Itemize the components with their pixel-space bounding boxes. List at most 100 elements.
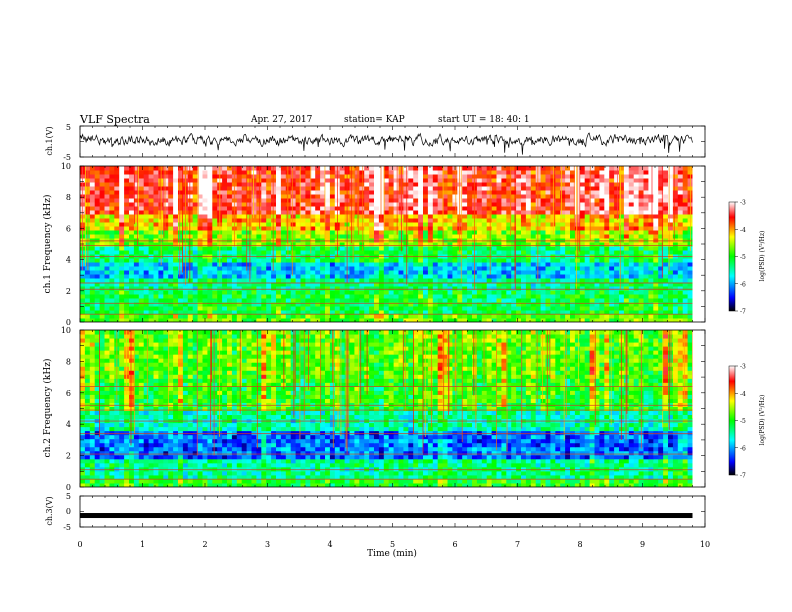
- ch1-spectrogram-cell: [462, 210, 468, 215]
- ch1-spectrogram-cell: [138, 290, 145, 295]
- ch1-spectrogram-cell: [633, 194, 640, 199]
- ch1-spectrogram-cell: [462, 178, 468, 183]
- ch1-spectrogram-cell: [653, 166, 659, 171]
- ch1-spectrogram-cell: [432, 210, 439, 215]
- ch1-spectrogram-cell: [148, 198, 154, 203]
- ch1-spectrogram-cell: [192, 266, 199, 271]
- ch1-spectrogram-cell: [658, 238, 664, 243]
- ch1-spectrogram-cell: [334, 306, 341, 311]
- ch1-spectrogram-cell: [104, 310, 110, 315]
- ch1-spectrogram-cell: [202, 238, 208, 243]
- ch1-spectrogram-cell: [506, 242, 512, 247]
- ch1-spectrogram-cell: [305, 194, 311, 199]
- ch1-spectrogram-cell: [202, 182, 208, 187]
- ch1-spectrogram-cell: [187, 306, 194, 311]
- ch1-spectrogram-cell: [609, 262, 615, 267]
- ch1-spectrogram-cell: [481, 242, 488, 247]
- ch1-spectrogram-cell: [320, 190, 326, 195]
- ch1-spectrogram-cell: [124, 282, 130, 287]
- ch1-spectrogram-cell: [677, 274, 684, 279]
- ch1-spectrogram-cell: [491, 266, 497, 271]
- ch1-spectrogram-cell: [178, 310, 184, 315]
- ch1-spectrogram-cell: [418, 286, 424, 291]
- ch1-spectrogram-cell: [383, 190, 390, 195]
- ch1-spectrogram-cell: [364, 266, 370, 271]
- ch1-spectrogram-cell: [143, 298, 150, 303]
- ch1-spectrogram-cell: [241, 202, 248, 207]
- ch1-spectrogram-cell: [525, 274, 532, 279]
- ch1-spectrogram-cell: [251, 198, 257, 203]
- ch1-spectrogram-cell: [574, 314, 581, 319]
- ch1-spectrogram-cell: [178, 222, 184, 227]
- ch1-spectrogram-cell: [682, 166, 689, 171]
- ch1-spectrogram-cell: [423, 302, 429, 307]
- ch1-spectrogram-cell: [256, 290, 262, 295]
- ch1-spectrogram-cell: [413, 290, 419, 295]
- ch1-spectrogram-cell: [329, 310, 336, 315]
- ch1-spectrogram-cell: [452, 234, 458, 239]
- ch1-spectrogram-cell: [266, 246, 272, 251]
- ch1-spectrogram-cell: [594, 198, 600, 203]
- ch1-spectrogram-cell: [329, 286, 336, 291]
- ch1-spectrogram-cell: [516, 270, 522, 275]
- ch1-spectrogram-cell: [584, 170, 591, 175]
- ch1-spectrogram-cell: [535, 174, 542, 179]
- ch1-spectrogram-cell: [521, 302, 527, 307]
- ch1-spectrogram-cell: [447, 194, 453, 199]
- ch1-spectrogram-cell: [300, 250, 306, 255]
- ch1-spectrogram-cell: [310, 182, 316, 187]
- ch1-spectrogram-cell: [187, 210, 194, 215]
- ch1-spectrogram-cell: [383, 174, 390, 179]
- ch1-spectrogram-cell: [668, 274, 674, 279]
- ch1-spectrogram-cell: [315, 290, 321, 295]
- ch1-spectrogram-cell: [84, 286, 91, 291]
- ch1-spectrogram-cell: [501, 278, 507, 283]
- ch1-spectrogram-cell: [653, 194, 659, 199]
- ch1-spectrogram-cell: [628, 310, 635, 315]
- ch1-spectrogram-cell: [178, 178, 184, 183]
- ch1-spectrogram-cell: [207, 234, 213, 239]
- ch1-spectrogram-cell: [109, 238, 115, 243]
- ch1-spectrogram-cell: [511, 238, 517, 243]
- ch1-spectrogram-cell: [432, 250, 439, 255]
- ch1-spectrogram-cell: [383, 234, 390, 239]
- ch1-spectrogram-cell: [511, 266, 517, 271]
- ch1-spectrogram-cell: [285, 286, 292, 291]
- ch1-spectrogram-cell: [628, 234, 635, 239]
- ch1-spectrogram-cell: [550, 298, 556, 303]
- ch1-spectrogram-cell: [628, 302, 635, 307]
- ch1-spectrogram-cell: [442, 210, 448, 215]
- ch1-spectrogram-cell: [413, 302, 419, 307]
- ch1-spectrogram-cell: [143, 194, 150, 199]
- ch1-spectrogram-cell: [579, 266, 586, 271]
- ch1-spectrogram-cell: [609, 214, 615, 219]
- ch1-spectrogram-cell: [628, 294, 635, 299]
- ch1-spectrogram-cell: [628, 194, 635, 199]
- ch1-spectrogram-cell: [491, 206, 497, 211]
- ch1-spectrogram-cell: [388, 294, 395, 299]
- ch1-spectrogram-cell: [521, 246, 527, 251]
- ch1-spectrogram-cell: [452, 174, 458, 179]
- ch1-spectrogram-cell: [579, 242, 586, 247]
- ch1-spectrogram-cell: [187, 186, 194, 191]
- ch1-spectrogram-cell: [207, 258, 213, 263]
- ch1-spectrogram-cell: [182, 298, 189, 303]
- ch1-spectrogram-cell: [574, 310, 581, 315]
- ch1-spectrogram-cell: [119, 258, 125, 263]
- ch1-spectrogram-cell: [530, 214, 537, 219]
- ch1-spectrogram-cell: [663, 262, 669, 267]
- ch1-spectrogram-cell: [104, 302, 110, 307]
- ch1-spectrogram-cell: [511, 166, 517, 171]
- ch1-spectrogram-cell: [462, 242, 468, 247]
- ch1-spectrogram-cell: [525, 278, 532, 283]
- ch1-spectrogram-cell: [256, 306, 262, 311]
- ch1-spectrogram-cell: [197, 206, 203, 211]
- ch1-spectrogram-cell: [516, 286, 522, 291]
- ch1-spectrogram-cell: [609, 170, 615, 175]
- ch1-spectrogram-cell: [614, 290, 620, 295]
- ch1-spectrogram-cell: [349, 262, 355, 267]
- ch1-spectrogram-cell: [295, 250, 301, 255]
- ch1-spectrogram-cell: [114, 186, 120, 191]
- ch1-spectrogram-cell: [143, 178, 150, 183]
- ch1-spectrogram-cell: [496, 194, 502, 199]
